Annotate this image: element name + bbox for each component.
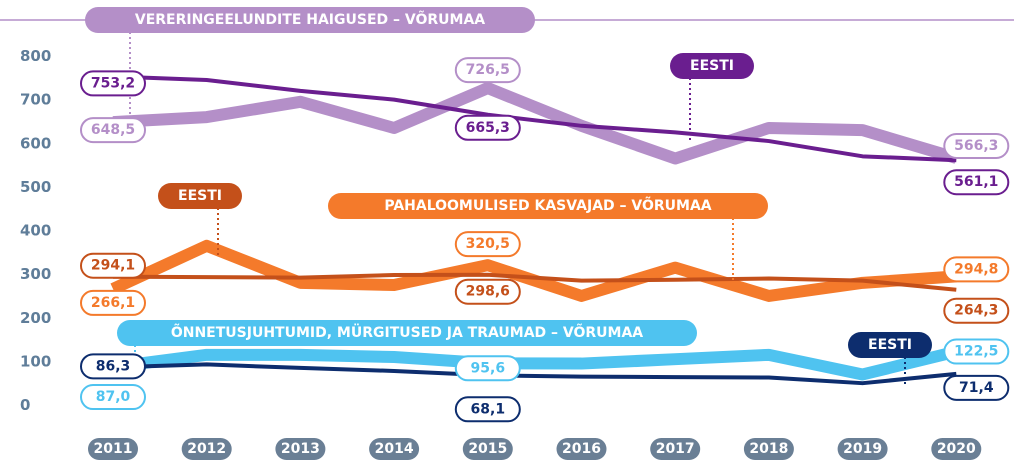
x-tick-label: 2019 xyxy=(843,441,882,457)
series-line xyxy=(110,239,957,302)
value-label: 561,1 xyxy=(954,174,998,190)
value-pill xyxy=(454,355,521,382)
series-name: EESTI xyxy=(178,188,222,204)
series-name-pill xyxy=(670,53,754,79)
value-pill xyxy=(454,231,521,258)
value-label: 294,8 xyxy=(954,261,998,277)
series-line xyxy=(112,82,959,165)
year-pill xyxy=(931,438,982,460)
y-tick-label: 0 xyxy=(20,396,30,414)
value-pill xyxy=(80,252,146,279)
year-pill xyxy=(650,438,701,460)
value-pill xyxy=(943,256,1010,283)
series-line xyxy=(112,272,957,292)
y-tick-label: 300 xyxy=(20,265,51,283)
series-name-pill xyxy=(85,7,535,33)
value-pill xyxy=(454,396,521,423)
series-name-pill xyxy=(848,332,932,358)
series-name-pill xyxy=(158,183,242,209)
value-pill xyxy=(80,70,146,97)
x-tick-label: 2016 xyxy=(562,441,601,457)
series-name-pill xyxy=(328,193,768,219)
series-name: PAHALOOMULISED KASVAJAD – VÕRUMAA xyxy=(384,196,711,214)
x-tick-label: 2013 xyxy=(281,441,320,457)
year-pill xyxy=(743,438,794,460)
value-label: 566,3 xyxy=(954,138,998,154)
x-tick-label: 2015 xyxy=(468,441,507,457)
year-pill xyxy=(181,438,232,460)
value-label: 95,6 xyxy=(471,360,506,376)
y-tick-label: 600 xyxy=(20,134,51,152)
value-label: 86,3 xyxy=(96,358,131,374)
value-label: 264,3 xyxy=(954,303,998,319)
year-pill xyxy=(88,438,138,460)
value-label: 298,6 xyxy=(466,284,510,300)
value-label: 665,3 xyxy=(466,120,510,136)
year-pill xyxy=(462,438,513,460)
series-name: EESTI xyxy=(690,58,734,74)
value-label: 753,2 xyxy=(91,75,135,91)
value-label: 320,5 xyxy=(466,236,510,252)
x-tick-label: 2018 xyxy=(749,441,788,457)
x-tick-label: 2014 xyxy=(375,441,414,457)
y-tick-label: 800 xyxy=(20,47,51,65)
year-pill xyxy=(837,438,888,460)
year-pill xyxy=(556,438,607,460)
y-tick-label: 700 xyxy=(20,91,51,109)
series-line xyxy=(112,345,958,381)
series-line xyxy=(112,74,957,163)
series-name: ÕNNETUSJUHTUMID, MÜRGITUSED JA TRAUMAD –… xyxy=(171,323,643,341)
value-pill xyxy=(454,57,521,84)
value-label: 71,4 xyxy=(959,380,994,396)
value-label: 294,1 xyxy=(91,258,135,274)
x-tick-label: 2020 xyxy=(937,441,976,457)
y-tick-label: 500 xyxy=(20,178,51,196)
x-tick-label: 2011 xyxy=(94,441,133,457)
year-pill xyxy=(369,438,420,460)
series-name: VERERINGEELUNDITE HAIGUSED – VÕRUMAA xyxy=(135,10,485,28)
value-label: 68,1 xyxy=(471,401,506,417)
value-label: 266,1 xyxy=(91,295,135,311)
value-pill xyxy=(80,353,146,380)
year-pill xyxy=(275,438,326,460)
value-pill xyxy=(454,114,521,141)
y-tick-label: 200 xyxy=(20,309,51,327)
value-pill xyxy=(943,338,1010,365)
y-tick-label: 400 xyxy=(20,222,51,240)
value-label: 726,5 xyxy=(466,62,510,78)
x-tick-label: 2012 xyxy=(187,441,226,457)
y-tick-label: 100 xyxy=(20,352,51,370)
value-pill xyxy=(80,117,146,144)
series-name: EESTI xyxy=(868,337,912,353)
value-pill xyxy=(943,169,1010,196)
value-pill xyxy=(454,278,521,305)
series-line xyxy=(112,362,957,386)
x-tick-label: 2017 xyxy=(656,441,695,457)
value-pill xyxy=(943,374,1010,401)
value-pill xyxy=(943,297,1010,324)
value-label: 648,5 xyxy=(91,122,135,138)
value-pill xyxy=(80,384,146,411)
value-pill xyxy=(943,132,1010,159)
value-label: 122,5 xyxy=(954,344,998,360)
series-name-pill xyxy=(117,320,697,346)
value-label: 87,0 xyxy=(96,389,131,405)
value-pill xyxy=(80,289,146,316)
